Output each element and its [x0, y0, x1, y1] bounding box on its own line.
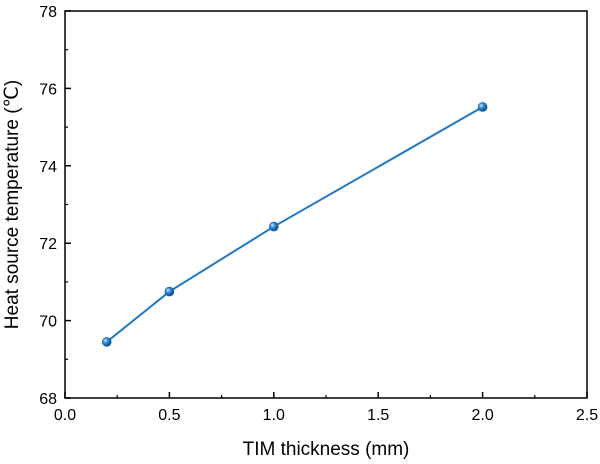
- series-line: [106, 106, 484, 343]
- y-axis: 68 70 72 74 76 78: [39, 4, 71, 408]
- x-tick-label: 1.5: [367, 407, 389, 424]
- x-tick-label: 2.0: [471, 407, 493, 424]
- y-tick-label: 78: [39, 4, 57, 21]
- x-tick-label: 1.0: [263, 407, 285, 424]
- x-axis: 0.0 0.5 1.0 1.5 2.0 2.5: [54, 392, 598, 424]
- y-tick-label: 70: [39, 314, 57, 331]
- data-point: [164, 286, 175, 297]
- y-tick-label: 74: [39, 159, 57, 176]
- x-tick-label: 0.5: [158, 407, 180, 424]
- series-layer: [101, 102, 488, 347]
- data-point: [268, 221, 279, 232]
- data-point: [101, 337, 112, 347]
- y-tick-label: 68: [39, 391, 57, 408]
- x-axis-label: TIM thickness (mm): [243, 439, 410, 460]
- x-tick-label: 0.0: [54, 407, 76, 424]
- y-tick-label: 76: [39, 81, 57, 98]
- plot-frame: [64, 10, 588, 399]
- data-point: [477, 102, 488, 112]
- x-tick-label: 2.5: [576, 407, 598, 424]
- y-axis-label: Heat source temperature (℃): [2, 80, 23, 329]
- y-tick-label: 72: [39, 236, 57, 253]
